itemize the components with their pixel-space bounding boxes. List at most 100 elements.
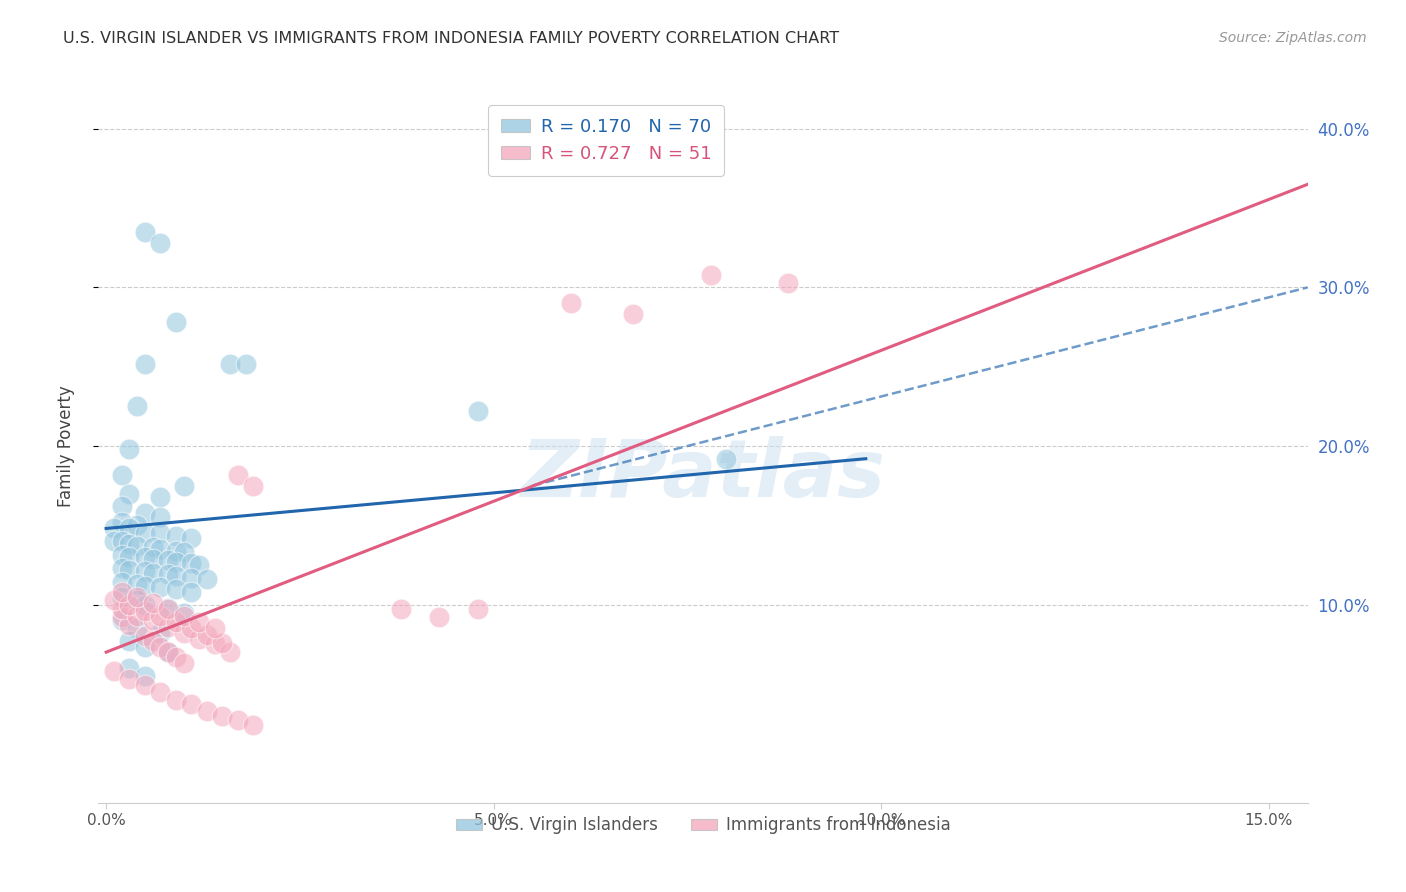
Point — [204, 637, 226, 651]
Point — [204, 621, 226, 635]
Point — [118, 537, 141, 551]
Point — [134, 578, 156, 592]
Point — [118, 563, 141, 577]
Point — [134, 549, 156, 564]
Point — [127, 592, 149, 607]
Point — [226, 714, 249, 728]
Point — [142, 541, 165, 555]
Point — [118, 598, 141, 612]
Point — [149, 685, 172, 699]
Point — [103, 521, 125, 535]
Point — [165, 529, 187, 543]
Point — [111, 575, 134, 590]
Point — [134, 678, 156, 692]
Point — [157, 567, 180, 582]
Point — [157, 645, 180, 659]
Point — [180, 531, 202, 545]
Point — [165, 649, 187, 664]
Point — [716, 451, 738, 466]
Point — [173, 657, 195, 671]
Point — [149, 608, 172, 623]
Point — [173, 478, 195, 492]
Point — [134, 598, 156, 612]
Point — [149, 580, 172, 594]
Point — [429, 610, 451, 624]
Point — [242, 478, 264, 492]
Point — [111, 610, 134, 624]
Point — [111, 614, 134, 628]
Point — [134, 526, 156, 541]
Point — [389, 602, 412, 616]
Point — [173, 626, 195, 640]
Point — [103, 664, 125, 678]
Point — [118, 661, 141, 675]
Point — [621, 307, 644, 321]
Point — [111, 467, 134, 482]
Point — [134, 506, 156, 520]
Point — [111, 515, 134, 529]
Point — [127, 621, 149, 635]
Point — [195, 572, 218, 586]
Point — [467, 602, 489, 616]
Point — [142, 551, 165, 566]
Point — [127, 400, 149, 414]
Point — [118, 618, 141, 632]
Point — [219, 645, 242, 659]
Point — [134, 604, 156, 618]
Point — [134, 629, 156, 643]
Point — [149, 490, 172, 504]
Point — [127, 539, 149, 553]
Point — [560, 296, 582, 310]
Point — [180, 585, 202, 599]
Point — [157, 645, 180, 659]
Point — [165, 692, 187, 706]
Point — [700, 268, 723, 282]
Text: U.S. VIRGIN ISLANDER VS IMMIGRANTS FROM INDONESIA FAMILY POVERTY CORRELATION CHA: U.S. VIRGIN ISLANDER VS IMMIGRANTS FROM … — [63, 31, 839, 46]
Point — [188, 615, 211, 629]
Point — [111, 549, 134, 563]
Point — [111, 534, 134, 549]
Point — [127, 608, 149, 623]
Point — [134, 669, 156, 683]
Point — [165, 555, 187, 569]
Point — [134, 564, 156, 578]
Text: Source: ZipAtlas.com: Source: ZipAtlas.com — [1219, 31, 1367, 45]
Point — [165, 315, 187, 329]
Point — [118, 672, 141, 686]
Point — [127, 590, 149, 604]
Point — [165, 615, 187, 629]
Point — [165, 582, 187, 596]
Point — [195, 628, 218, 642]
Point — [149, 526, 172, 541]
Point — [134, 640, 156, 655]
Point — [226, 467, 249, 482]
Point — [157, 620, 180, 634]
Point — [118, 634, 141, 648]
Point — [118, 486, 141, 500]
Point — [118, 549, 141, 564]
Point — [134, 225, 156, 239]
Point — [149, 626, 172, 640]
Point — [134, 357, 156, 371]
Point — [173, 545, 195, 559]
Point — [157, 602, 180, 616]
Point — [173, 606, 195, 620]
Point — [180, 621, 202, 635]
Point — [142, 614, 165, 628]
Point — [127, 518, 149, 533]
Point — [142, 596, 165, 610]
Point — [149, 510, 172, 524]
Point — [180, 557, 202, 571]
Point — [149, 640, 172, 655]
Legend: U.S. Virgin Islanders, Immigrants from Indonesia: U.S. Virgin Islanders, Immigrants from I… — [449, 810, 957, 841]
Point — [118, 521, 141, 535]
Point — [211, 708, 233, 723]
Point — [211, 635, 233, 649]
Point — [165, 569, 187, 583]
Point — [142, 566, 165, 580]
Point — [778, 276, 800, 290]
Point — [149, 542, 172, 557]
Point — [180, 571, 202, 585]
Point — [180, 698, 202, 712]
Point — [219, 357, 242, 371]
